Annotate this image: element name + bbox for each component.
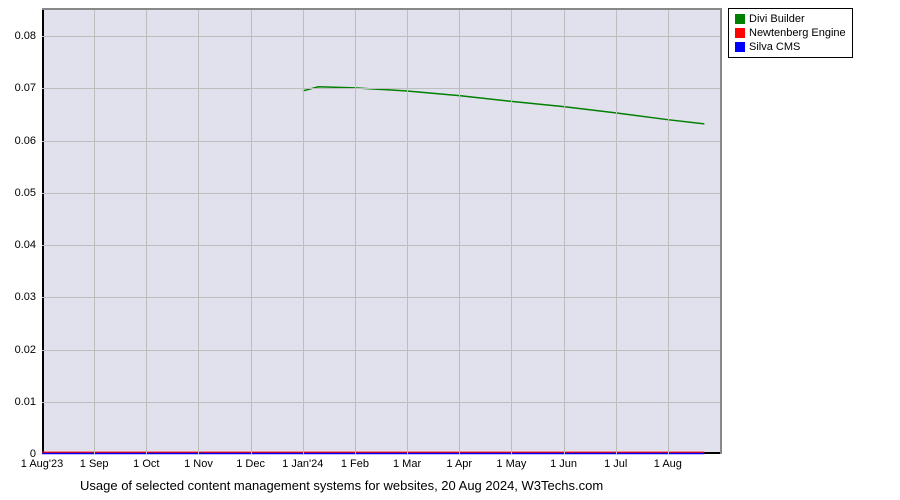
gridline-h (42, 402, 720, 403)
legend: Divi BuilderNewtenberg EngineSilva CMS (728, 8, 853, 58)
gridline-v (564, 10, 565, 454)
x-tick-label: 1 Mar (393, 458, 421, 470)
gridline-v (251, 10, 252, 454)
gridline-v (616, 10, 617, 454)
legend-item: Newtenberg Engine (735, 26, 846, 40)
gridline-h (42, 88, 720, 89)
gridline-h (42, 141, 720, 142)
gridline-v (146, 10, 147, 454)
y-tick-label: 0.01 (15, 396, 36, 408)
chart-caption: Usage of selected content management sys… (80, 478, 603, 493)
y-tick-label: 0.02 (15, 344, 36, 356)
x-tick-label: 1 Nov (184, 458, 213, 470)
legend-item: Silva CMS (735, 40, 846, 54)
gridline-h (42, 193, 720, 194)
gridline-v (459, 10, 460, 454)
plot-area: 00.010.020.030.040.050.060.070.081 Aug'2… (42, 8, 722, 454)
x-tick-label: 1 Feb (341, 458, 369, 470)
x-tick-label: 1 Aug'23 (21, 458, 63, 470)
gridline-v (407, 10, 408, 454)
legend-swatch (735, 42, 745, 52)
x-tick-label: 1 Aug (654, 458, 682, 470)
y-tick-label: 0.06 (15, 135, 36, 147)
legend-item: Divi Builder (735, 12, 846, 26)
y-tick-label: 0.03 (15, 291, 36, 303)
gridline-v (511, 10, 512, 454)
legend-swatch (735, 28, 745, 38)
gridline-h (42, 350, 720, 351)
gridline-v (355, 10, 356, 454)
legend-label: Divi Builder (749, 12, 805, 26)
x-tick-label: 1 Jul (604, 458, 627, 470)
gridline-h (42, 36, 720, 37)
legend-label: Newtenberg Engine (749, 26, 846, 40)
gridline-h (42, 245, 720, 246)
legend-label: Silva CMS (749, 40, 800, 54)
y-tick-label: 0.05 (15, 187, 36, 199)
chart-container: 00.010.020.030.040.050.060.070.081 Aug'2… (0, 0, 900, 500)
x-tick-label: 1 Jan'24 (282, 458, 323, 470)
x-tick-label: 1 Sep (80, 458, 109, 470)
gridline-v (303, 10, 304, 454)
series-layer (42, 10, 720, 454)
x-tick-label: 1 Apr (446, 458, 472, 470)
y-tick-label: 0.07 (15, 82, 36, 94)
x-tick-label: 1 Oct (133, 458, 159, 470)
gridline-v (668, 10, 669, 454)
gridline-v (94, 10, 95, 454)
gridline-v (198, 10, 199, 454)
y-tick-label: 0.08 (15, 30, 36, 42)
x-tick-label: 1 May (496, 458, 526, 470)
gridline-h (42, 297, 720, 298)
legend-swatch (735, 14, 745, 24)
x-tick-label: 1 Jun (550, 458, 577, 470)
y-tick-label: 0.04 (15, 239, 36, 251)
series-line (303, 87, 705, 124)
x-tick-label: 1 Dec (236, 458, 265, 470)
